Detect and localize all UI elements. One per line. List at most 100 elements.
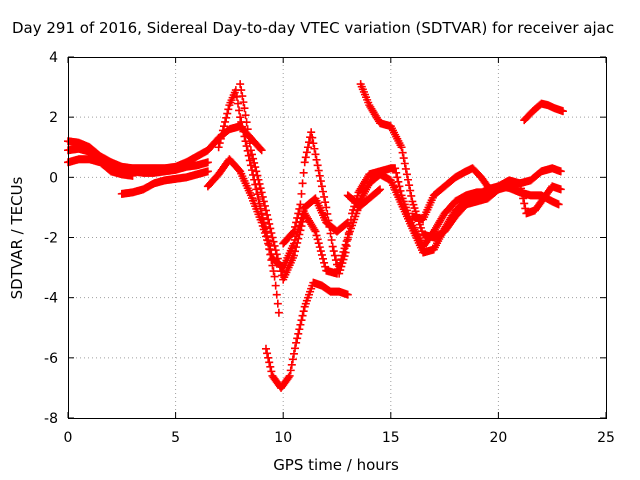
data-point (269, 267, 278, 276)
data-point (312, 231, 321, 240)
data-point (316, 177, 325, 186)
data-point (243, 125, 252, 134)
data-markers (64, 80, 567, 392)
data-point (217, 130, 226, 139)
data-point (258, 192, 267, 201)
data-point (264, 215, 273, 224)
data-point (291, 222, 300, 231)
y-tick-label: -6 (44, 351, 58, 367)
data-point (335, 269, 344, 278)
y-tick-label: -2 (44, 231, 58, 247)
data-point (268, 261, 277, 270)
data-point (315, 171, 324, 180)
x-axis-label: GPS time / hours (273, 456, 399, 474)
data-point (239, 127, 248, 136)
data-point (554, 200, 563, 209)
data-point (273, 254, 282, 263)
data-point (311, 227, 320, 236)
data-point (321, 262, 330, 271)
data-series (356, 80, 565, 242)
data-point (293, 334, 302, 343)
data-point (303, 143, 312, 152)
data-point (298, 179, 307, 188)
data-point (404, 175, 413, 184)
data-point (302, 148, 311, 157)
data-point (242, 118, 251, 127)
data-point (257, 188, 266, 197)
data-point (374, 186, 383, 195)
data-point (264, 236, 273, 245)
data-point (401, 164, 410, 173)
data-point (339, 255, 348, 264)
data-point (289, 251, 298, 260)
data-point (348, 209, 357, 218)
data-point (238, 92, 247, 101)
data-point (284, 373, 293, 382)
y-tick-label: 2 (49, 110, 58, 126)
data-point (273, 299, 282, 308)
data-point (297, 316, 306, 325)
data-point (266, 224, 275, 233)
data-point (250, 158, 259, 167)
data-point (265, 219, 274, 228)
data-point (349, 205, 358, 214)
data-point (393, 173, 402, 182)
data-series (236, 80, 385, 284)
data-point (343, 235, 352, 244)
data-point (259, 218, 268, 227)
data-point (285, 371, 294, 380)
data-series (261, 278, 352, 392)
data-point (263, 349, 272, 358)
data-series (203, 155, 283, 317)
data-point (296, 320, 305, 329)
data-point (392, 168, 401, 177)
data-point (325, 222, 334, 231)
data-point (310, 225, 319, 234)
data-point (391, 164, 400, 173)
data-point (311, 150, 320, 159)
data-point (222, 113, 231, 122)
data-point (254, 194, 263, 203)
data-point (516, 184, 525, 193)
data-point (234, 99, 243, 108)
data-point (294, 329, 303, 338)
data-point (407, 191, 416, 200)
data-point (319, 187, 328, 196)
data-point (252, 167, 261, 176)
data-point (309, 139, 318, 148)
data-point (338, 259, 347, 268)
data-point (288, 228, 297, 237)
x-tick-label: 5 (171, 430, 180, 446)
data-point (376, 185, 385, 194)
data-point (299, 168, 308, 177)
data-point (329, 247, 338, 256)
data-point (221, 117, 230, 126)
data-point (299, 307, 308, 316)
data-point (241, 137, 250, 146)
data-point (342, 242, 351, 251)
data-point (402, 170, 411, 179)
grid-lines (67, 56, 607, 419)
data-point (312, 155, 321, 164)
data-series (117, 167, 212, 198)
data-point (327, 236, 336, 245)
data-point (258, 213, 267, 222)
data-point (235, 106, 244, 115)
data-point (297, 189, 306, 198)
data-point (298, 311, 307, 320)
data-point (292, 243, 301, 252)
data-point (515, 179, 524, 188)
data-point (341, 240, 350, 249)
data-point (237, 86, 246, 95)
data-point (257, 209, 266, 218)
data-point (266, 362, 275, 371)
data-point (274, 308, 283, 317)
data-point (297, 222, 306, 231)
data-point (313, 235, 322, 244)
data-point (291, 247, 300, 256)
x-tick-label: 15 (382, 430, 400, 446)
data-point (265, 358, 274, 367)
data-point (330, 251, 339, 260)
data-point (295, 230, 304, 239)
